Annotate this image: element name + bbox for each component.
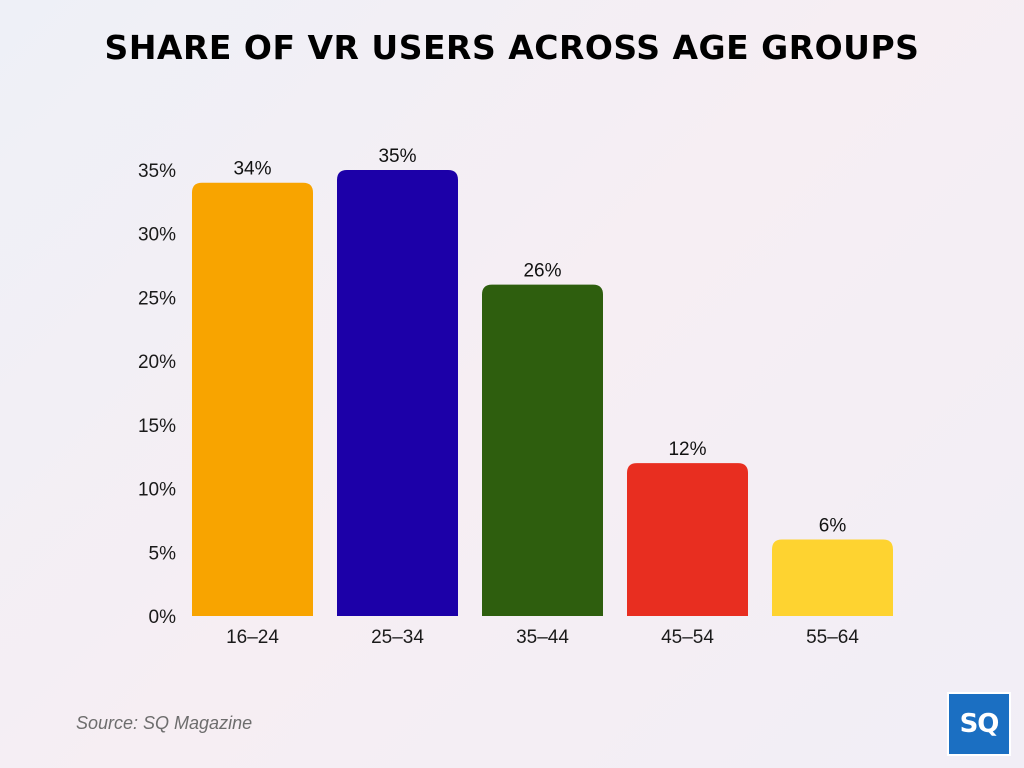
- bar-55–64: [772, 539, 893, 616]
- y-tick-label: 20%: [138, 352, 176, 373]
- bar-value-label: 26%: [523, 261, 561, 282]
- sq-logo: SQ: [947, 692, 1011, 756]
- bar-25–34: [337, 170, 458, 616]
- y-tick-label: 15%: [138, 416, 176, 437]
- chart-title: SHARE OF VR USERS ACROSS AGE GROUPS: [104, 28, 920, 67]
- bar-16–24: [192, 182, 313, 616]
- y-tick-label: 10%: [138, 480, 176, 501]
- bar-35–44: [482, 284, 603, 616]
- bar-value-label: 6%: [819, 516, 847, 537]
- bar-value-label: 34%: [233, 159, 271, 180]
- value-labels: 34% 35% 26% 12% 6%: [233, 146, 846, 537]
- x-axis: 16–24 25–34 35–44 45–54 55–64: [226, 627, 859, 648]
- y-tick-label: 5%: [149, 543, 177, 564]
- y-tick-label: 25%: [138, 288, 176, 309]
- bar-value-label: 12%: [668, 439, 706, 460]
- logo-text: SQ: [959, 709, 1000, 739]
- bar-45–54: [627, 463, 748, 616]
- x-tick-label: 45–54: [661, 627, 714, 648]
- x-tick-label: 55–64: [806, 627, 859, 648]
- y-axis: 0% 5% 10% 15% 20% 25% 30% 35%: [138, 161, 176, 628]
- y-tick-label: 30%: [138, 225, 176, 246]
- y-tick-label: 0%: [149, 607, 177, 628]
- bars: [192, 170, 893, 616]
- y-tick-label: 35%: [138, 161, 176, 182]
- x-tick-label: 35–44: [516, 627, 569, 648]
- bar-value-label: 35%: [378, 146, 416, 167]
- source-note: Source: SQ Magazine: [76, 713, 253, 733]
- bar-chart: 0% 5% 10% 15% 20% 25% 30% 35% 34% 35% 26% 12% 6% 16…: [138, 146, 893, 648]
- x-tick-label: 16–24: [226, 627, 279, 648]
- x-tick-label: 25–34: [371, 627, 424, 648]
